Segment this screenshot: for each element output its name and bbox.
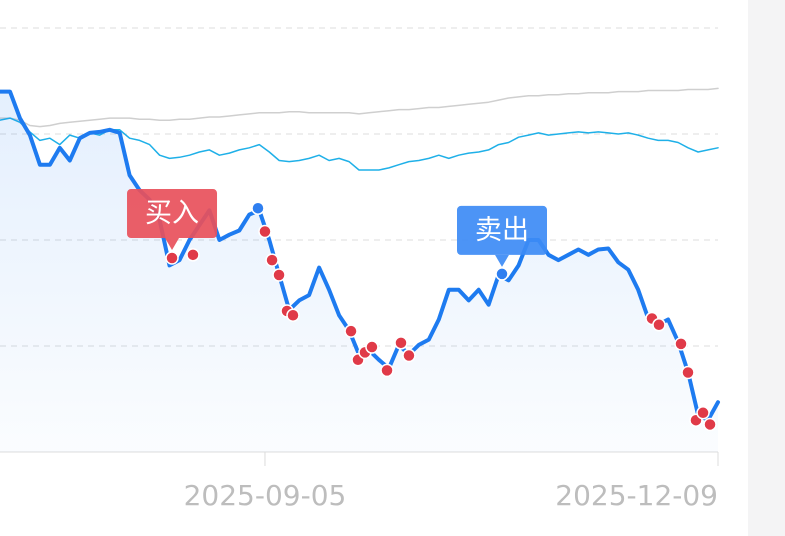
x-tick-label: 2025-09-05 xyxy=(184,479,347,512)
buy-point xyxy=(265,253,279,267)
buy-point xyxy=(165,251,179,265)
line xyxy=(0,87,719,128)
annotation-box xyxy=(127,189,218,239)
annotation-pointer xyxy=(165,238,180,251)
buy-point xyxy=(365,340,379,354)
annotation-pointer xyxy=(495,254,510,267)
buy-point xyxy=(380,363,394,378)
annotation-text: 买入 xyxy=(145,198,199,229)
area xyxy=(0,91,718,452)
buy-point xyxy=(674,337,688,351)
buy-point xyxy=(652,318,666,332)
buy-point xyxy=(272,268,286,282)
annotation-box xyxy=(457,205,548,255)
buy-point xyxy=(681,365,695,380)
sell-point xyxy=(495,267,509,281)
buy-point xyxy=(344,324,358,338)
buy-point xyxy=(402,348,416,363)
side-strip xyxy=(748,0,785,536)
buy-point xyxy=(703,417,717,432)
line xyxy=(0,117,719,171)
annotation-text: 卖出 xyxy=(475,215,529,246)
buy-point xyxy=(394,336,408,350)
buy-point xyxy=(186,248,200,262)
buy-point xyxy=(696,406,710,420)
buy-point xyxy=(258,224,272,239)
x-tick-label: 2025-12-09 xyxy=(555,479,718,512)
buy-point xyxy=(286,308,300,323)
sell-point xyxy=(251,201,265,215)
